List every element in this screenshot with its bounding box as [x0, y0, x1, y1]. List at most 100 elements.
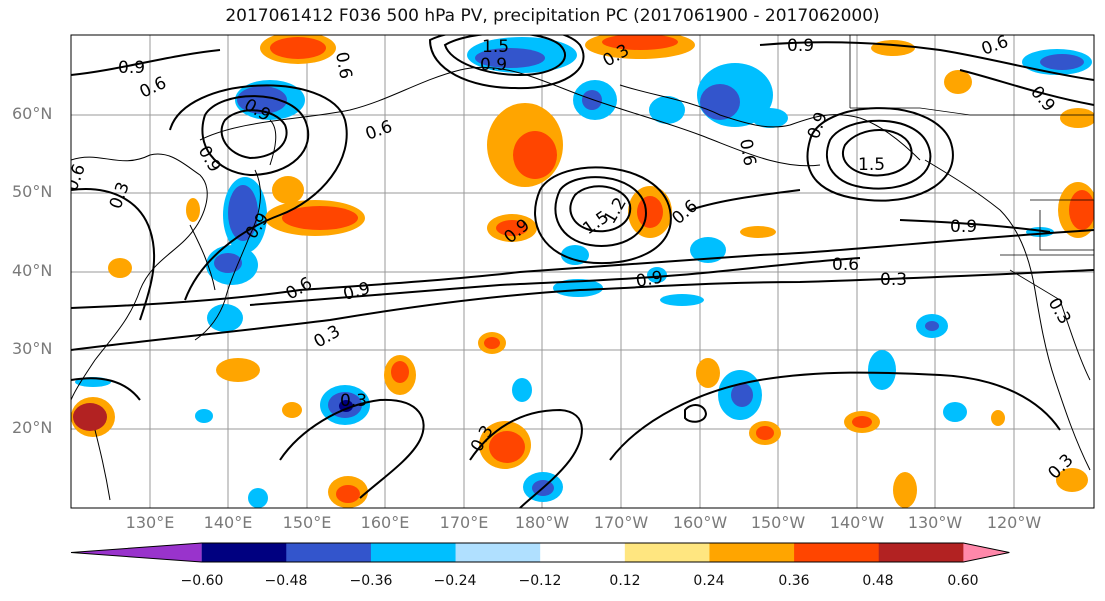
contour-1.5-center: [569, 185, 632, 233]
contour-0.9-east: [899, 219, 1051, 233]
precip-blob: [561, 245, 589, 265]
lon-label: 150°E: [282, 513, 332, 532]
lon-label: 150°W: [750, 513, 806, 532]
precip-blob: [852, 416, 872, 428]
lon-label: 170°E: [439, 513, 489, 532]
contour-0.6-east: [689, 189, 801, 211]
contour-0.9-mid: [249, 257, 861, 306]
precip-blob: [108, 258, 132, 278]
precip-blob: [647, 267, 667, 283]
contour-0.9-center: [534, 166, 672, 265]
precip-blob: [216, 358, 260, 382]
contour-label: 1.5: [858, 155, 885, 175]
contour-0.9-top: [71, 49, 221, 76]
precip-blob: [944, 70, 972, 94]
colorbar-segment: [624, 543, 710, 562]
colorbar-segment: [540, 543, 626, 562]
contour-label: 0.9: [480, 55, 507, 75]
precip-blob: [1056, 468, 1088, 492]
precipitation-shading: [71, 35, 1094, 508]
precip-blob: [339, 400, 353, 412]
contour-label: 0.6: [331, 50, 355, 80]
contour-1.2-west: [220, 109, 288, 160]
contour-label: 0.3: [340, 391, 367, 411]
precip-blob: [484, 337, 500, 349]
precip-blob: [391, 361, 409, 383]
precip-blob: [637, 196, 663, 228]
precip-blob: [553, 279, 603, 297]
precip-blob: [1040, 54, 1084, 70]
colorbar-tick-label: 0.48: [862, 573, 894, 589]
contour-label: 0.6: [735, 137, 759, 167]
precip-blob: [756, 426, 774, 440]
lon-label: 170°W: [593, 513, 649, 532]
precip-blob: [186, 198, 200, 222]
precip-blob: [740, 226, 776, 238]
contour-0.6-sw: [71, 188, 156, 321]
precip-blob: [272, 176, 304, 204]
contour-small: [684, 404, 708, 423]
contour-0.6-ne: [959, 69, 1094, 106]
lat-label-40n: 40°N: [12, 261, 53, 280]
precip-blob: [660, 294, 704, 306]
precip-blob: [649, 96, 685, 124]
precip-blob: [943, 402, 967, 422]
colorbar-tick-label: 0.36: [778, 573, 810, 589]
map-title: 2017061412 F036 500 hPa PV, precipitatio…: [225, 6, 880, 26]
precip-blob: [690, 237, 726, 263]
colorbar-tick-label: −0.24: [433, 573, 477, 589]
contour-label: 1.5: [482, 37, 509, 57]
contour-1.2-center: [554, 176, 647, 247]
contour-label: 0.9: [950, 217, 977, 237]
precip-blob: [282, 402, 302, 418]
colorbar-tick-label: −0.60: [180, 573, 224, 589]
colorbar-segment: [455, 543, 541, 562]
lon-label: 160°E: [360, 513, 410, 532]
colorbar-extend-high: [963, 543, 1010, 562]
contour-1.5-north: [443, 35, 566, 77]
contour-1.2-gulf: [825, 119, 932, 190]
colorbar-segment: [709, 543, 795, 562]
precip-blob: [73, 403, 107, 431]
contour-0.9-gulf: [806, 107, 954, 202]
precip-blob: [1060, 108, 1094, 128]
contour-0.3-w: [71, 377, 141, 401]
precip-blob: [893, 472, 917, 508]
precip-blob: [475, 48, 545, 68]
colorbar-tick-label: −0.12: [518, 573, 562, 589]
contour-label: 0.9: [118, 58, 145, 78]
contour-label: 0.6: [832, 255, 859, 275]
lon-label: 120°W: [986, 513, 1042, 532]
colorbar-extend-low: [71, 543, 202, 562]
lon-label: 140°E: [203, 513, 253, 532]
precip-blob: [991, 410, 1005, 426]
contour-0.3-trop3: [609, 371, 1061, 461]
colorbar-outline: [70, 542, 1010, 563]
precip-blob: [602, 35, 678, 50]
precip-blob: [1069, 190, 1094, 230]
contour-label: 0.9: [634, 268, 664, 292]
precip-blob: [336, 485, 360, 503]
precip-blob: [582, 90, 602, 110]
precip-blob: [925, 321, 939, 331]
colorbar: [70, 542, 1010, 563]
precip-blob: [513, 131, 557, 179]
precip-blob: [195, 409, 213, 423]
lat-label-20n: 20°N: [12, 418, 53, 437]
contour-0.9-ne: [759, 41, 1094, 81]
colorbar-tick-label: 0.24: [693, 573, 725, 589]
precip-blob: [282, 206, 358, 230]
precip-blob: [207, 304, 243, 332]
lat-label-30n: 30°N: [12, 339, 53, 358]
contour-0.6-west: [169, 84, 348, 301]
contour-0.3-south: [71, 269, 1094, 351]
contour-0.6-mid: [71, 229, 1094, 309]
lon-label: 160°W: [672, 513, 728, 532]
colorbar-segment: [794, 543, 880, 562]
precip-blob: [214, 253, 242, 273]
lon-label: 140°W: [829, 513, 885, 532]
colorbar-tick-label: 0.12: [609, 573, 641, 589]
pv-contours: [71, 35, 1094, 508]
contour-label: 0.3: [880, 270, 907, 290]
